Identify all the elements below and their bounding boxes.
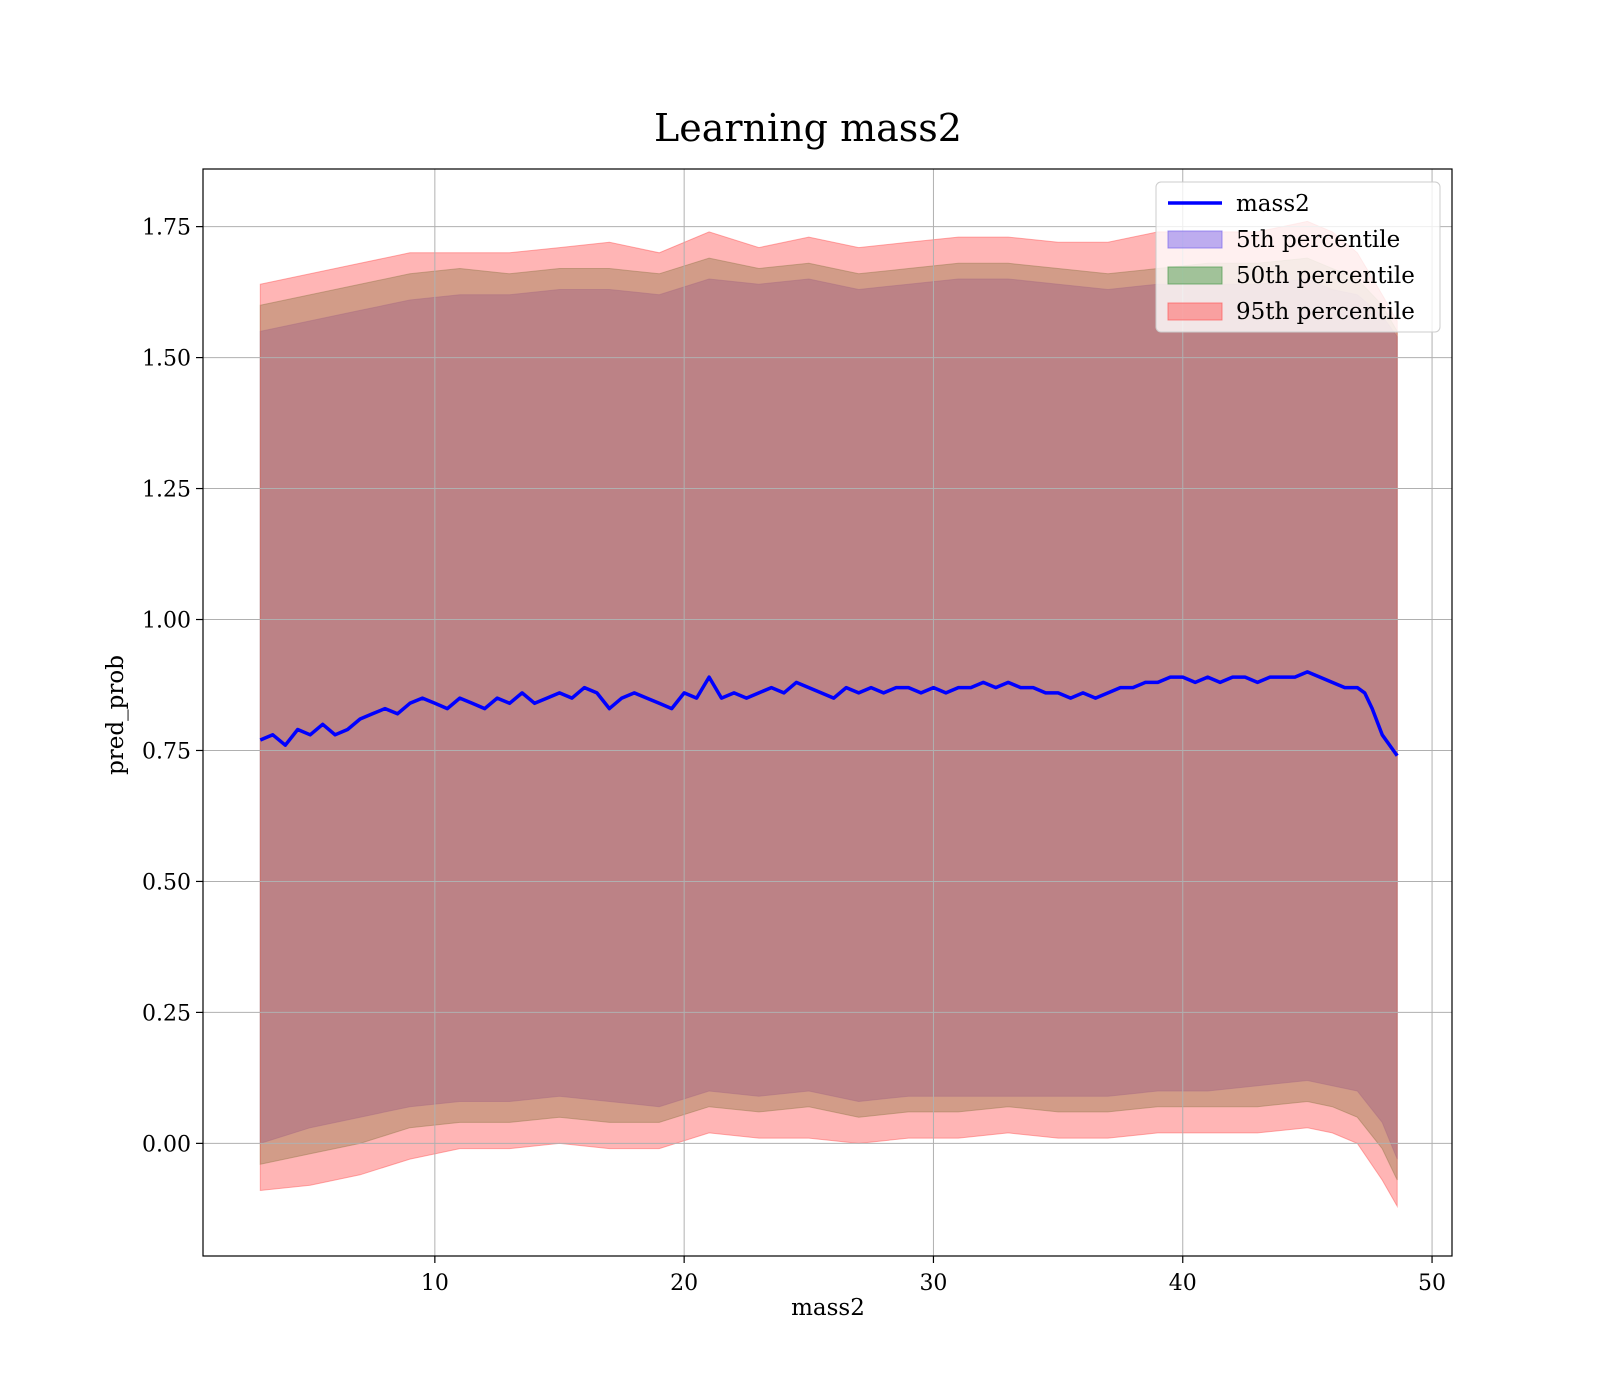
x-tick-label-4: 40 [1169,1271,1197,1296]
legend-swatch-4 [1167,302,1223,321]
legend-box [1155,181,1441,333]
legend-label-2: 5th percentile [1236,227,1400,253]
x-tick-label-2: 20 [670,1271,698,1296]
y-tick-label-7: 1.50 [142,347,191,372]
legend-swatch-3 [1167,266,1223,285]
legend-label-1: mass2 [1236,191,1310,217]
series-line-mass2 [259,670,1399,757]
legend-swatch-2 [1167,230,1223,249]
y-tick-label-1: 0.00 [142,1132,191,1157]
plot-frame [202,168,1453,1257]
y-tick-label-2: 0.25 [142,1001,191,1026]
x-tick-label-5: 50 [1418,1271,1446,1296]
legend-label-4: 95th percentile [1236,299,1415,325]
y-tick-label-8: 1.75 [142,216,191,241]
y-axis-label: pred_prob [103,655,129,775]
chart-title: Learning mass2 [654,106,962,150]
y-tick-label-5: 1.00 [142,609,191,634]
x-tick-label-3: 30 [919,1271,947,1296]
plot-area: 10 20 30 40 50 0.00 0.25 0.50 0.75 1.00 1.25 1.50 1.… [142,168,1453,1296]
band-3 [259,220,1398,1209]
legend-label-3: 50th percentile [1236,263,1415,289]
x-tick-label-1: 10 [421,1271,449,1296]
y-tick-label-4: 0.75 [142,739,191,764]
y-tick-label-6: 1.25 [142,478,191,503]
y-tick-label-3: 0.50 [142,870,191,895]
x-axis-label: mass2 [791,1295,865,1321]
